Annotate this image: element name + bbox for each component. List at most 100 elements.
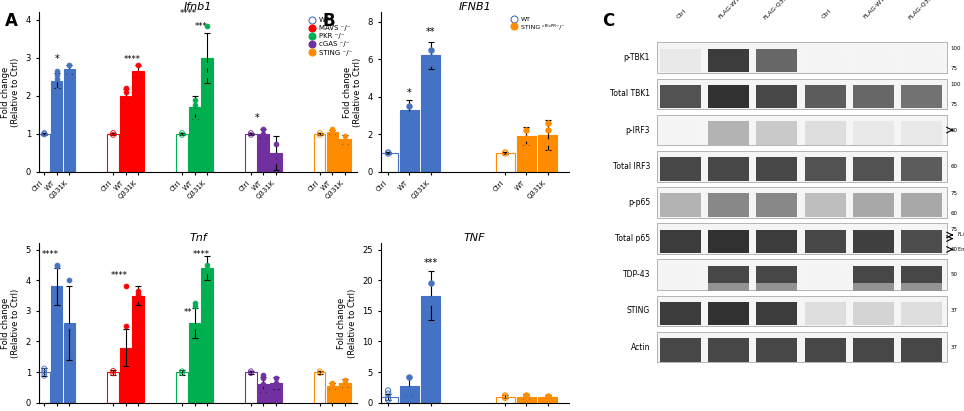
Point [540, 139, 555, 145]
Bar [201, 58, 213, 172]
Bar [257, 134, 269, 172]
Point [325, 126, 340, 132]
Point [200, 268, 215, 274]
Point [540, 150, 555, 156]
Bar [132, 71, 144, 172]
Text: 50: 50 [951, 127, 958, 133]
Bar [659, 194, 701, 217]
Bar [805, 338, 845, 362]
Text: ****: **** [179, 9, 197, 18]
Bar [805, 194, 845, 217]
Point [118, 100, 133, 107]
Bar [189, 107, 201, 172]
Bar [51, 286, 63, 403]
Bar [659, 85, 701, 109]
Point [118, 370, 133, 376]
Bar [805, 85, 845, 109]
Bar [400, 110, 419, 172]
Bar [708, 85, 749, 109]
Bar [757, 121, 797, 145]
Y-axis label: Fold change
(Relative to Ctrl): Fold change (Relative to Ctrl) [1, 58, 20, 127]
Point [200, 62, 215, 69]
Bar [657, 296, 947, 326]
Text: ****: **** [111, 271, 128, 280]
Bar [853, 338, 894, 362]
Point [118, 283, 133, 290]
Text: Ctrl: Ctrl [820, 9, 832, 20]
Point [130, 295, 146, 302]
Text: 60: 60 [951, 247, 958, 252]
Bar [538, 397, 557, 403]
Bar [708, 157, 749, 181]
Bar [708, 229, 749, 253]
Text: Ctrl: Ctrl [676, 9, 687, 20]
Point [243, 130, 258, 136]
Point [255, 375, 271, 381]
Text: C: C [602, 12, 615, 30]
Point [402, 390, 417, 397]
Text: ****: **** [123, 55, 141, 64]
Y-axis label: Fold change
(Relative to Ctrl): Fold change (Relative to Ctrl) [337, 289, 357, 358]
Bar [270, 383, 281, 403]
Point [540, 394, 555, 401]
Bar [257, 384, 269, 403]
Text: p-IRF3: p-IRF3 [626, 126, 650, 134]
Point [174, 368, 190, 374]
Bar [107, 134, 119, 172]
Bar [659, 121, 701, 145]
Bar [757, 302, 797, 326]
Bar [805, 229, 845, 253]
Bar [757, 194, 797, 217]
Bar [659, 229, 701, 253]
Point [402, 386, 417, 393]
Bar [901, 266, 942, 289]
Bar [805, 302, 845, 326]
Point [519, 392, 534, 399]
Bar [757, 283, 797, 291]
Point [49, 76, 65, 82]
Bar [327, 132, 338, 172]
Point [325, 380, 340, 386]
Text: ****: **** [192, 250, 209, 259]
Bar [657, 79, 947, 109]
Bar [901, 283, 942, 291]
Text: Total TBK1: Total TBK1 [610, 90, 650, 98]
Bar [757, 266, 797, 289]
Point [381, 395, 396, 401]
Bar [708, 283, 749, 291]
Text: 50: 50 [951, 272, 958, 277]
Text: Total IRF3: Total IRF3 [613, 162, 650, 171]
Point [519, 393, 534, 399]
Point [381, 390, 396, 397]
Text: *: * [254, 113, 259, 123]
Text: **: ** [426, 27, 436, 37]
Text: 60: 60 [951, 164, 958, 169]
Title: Tnf: Tnf [189, 233, 206, 242]
Point [174, 132, 190, 138]
Bar [400, 386, 419, 403]
Text: FLAG-WT: FLAG-WT [718, 0, 741, 20]
Text: 75: 75 [951, 191, 958, 196]
Point [337, 132, 353, 139]
Point [381, 387, 396, 394]
Point [325, 383, 340, 389]
Bar [901, 48, 942, 72]
Point [187, 303, 202, 309]
Bar [176, 372, 188, 403]
Y-axis label: Fold change
(Relative to Ctrl): Fold change (Relative to Ctrl) [1, 289, 20, 358]
Point [49, 263, 65, 270]
Bar [657, 42, 947, 73]
Point [187, 96, 202, 103]
Point [519, 395, 534, 402]
Bar [379, 153, 397, 172]
Text: *: * [407, 88, 412, 98]
Bar [659, 157, 701, 181]
Point [423, 60, 439, 66]
Bar [176, 134, 188, 172]
Bar [189, 323, 201, 403]
Point [37, 370, 52, 376]
Point [130, 70, 146, 76]
Point [130, 288, 146, 294]
Title: IFNB1: IFNB1 [458, 2, 491, 12]
Point [62, 68, 77, 74]
